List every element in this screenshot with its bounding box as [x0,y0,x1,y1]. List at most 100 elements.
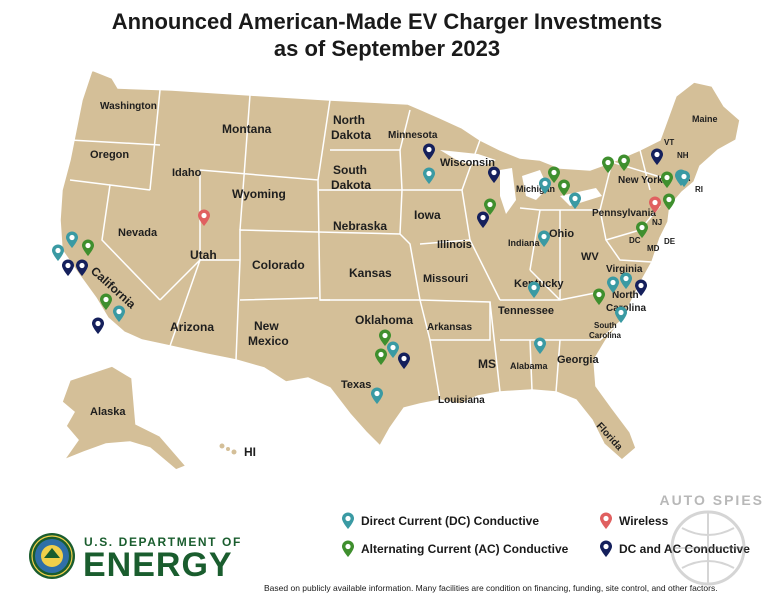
watermark-text: AUTO SPIES [659,492,764,508]
charger-marker-ac [618,154,630,171]
title-line-2: as of September 2023 [273,36,501,61]
marker-pin-center [103,296,109,303]
marker-pin-center [55,247,61,254]
label-utah: Utah [190,248,217,262]
label-md: MD [647,244,660,253]
charger-marker-dc [528,281,540,298]
label-tennessee: Tennessee [498,305,554,317]
marker-pin-center [681,173,687,180]
marker-pin-center [638,282,644,289]
legend-wireless-label: Wireless [619,514,669,528]
charger-marker-dcac [76,259,88,276]
label-indiana: Indiana [508,238,540,248]
label-north-dakota-2: Dakota [331,128,371,142]
marker-pin-center [390,344,396,351]
us-landmass [59,69,741,461]
marker-pin-center [572,195,578,202]
label-nevada: Nevada [118,227,158,239]
charger-marker-wireless [649,196,661,213]
doe-seal-icon [29,533,75,579]
label-arizona: Arizona [170,320,214,334]
marker-pin-center [531,284,537,291]
marker-pin-center [666,196,672,203]
label-new-york: New York [618,175,663,186]
label-colorado: Colorado [252,258,305,272]
charger-markers [52,143,690,404]
label-nj: NJ [652,218,662,227]
charger-marker-dc [113,305,125,322]
marker-pin-center [85,242,91,249]
marker-pin-center [378,351,384,358]
marker-pin-center [201,212,207,219]
label-north-carolina-2: Carolina [606,303,646,314]
label-maine: Maine [692,114,718,124]
charger-marker-dc [539,177,551,194]
marker-pin-center [551,169,557,176]
label-missouri: Missouri [423,273,468,285]
charger-marker-dc [66,231,78,248]
charger-marker-dcac [651,148,663,165]
ac-pin-icon [342,540,354,557]
charger-marker-dcac [92,317,104,334]
charger-marker-dc [620,272,632,289]
marker-pin-center [618,309,624,316]
charger-marker-dcac [488,166,500,183]
dc-pin-icon [342,512,354,529]
charger-marker-ac [602,156,614,173]
charger-marker-ac [548,166,560,183]
legend-dcac: DC and AC Conductive [599,540,750,558]
charger-marker-dc [615,306,627,323]
doe-department-text: U.S. DEPARTMENT OF [84,535,242,549]
charger-marker-ac [558,179,570,196]
charger-marker-dc [371,387,383,404]
marker-pin-center [621,157,627,164]
label-ohio: Ohio [549,228,574,240]
marker-pin-center [623,275,629,282]
charger-marker-dcac [62,259,74,276]
charger-marker-ac [375,348,387,365]
label-oregon: Oregon [90,149,129,161]
charger-marker-ac [661,171,673,188]
charger-marker-dc [534,337,546,354]
charger-marker-dc [569,192,581,209]
title-line-1: Announced American-Made EV Charger Inves… [111,9,663,34]
marker-pin-center [79,262,85,269]
charger-marker-dc [607,276,619,293]
label-arkansas: Arkansas [427,322,472,333]
charger-marker-ac [82,239,94,256]
charger-marker-dcac [477,211,489,228]
label-de: DE [664,237,676,246]
marker-pin-center [596,291,602,298]
hawaii-island [231,449,237,455]
marker-pin-center [69,234,75,241]
label-wisconsin: Wisconsin [440,157,495,169]
charger-marker-dcac [398,352,410,369]
marker-pin-center [491,169,497,176]
label-nh: NH [677,151,689,160]
label-oklahoma: Oklahoma [355,313,413,327]
marker-pin-center [480,214,486,221]
label-south-carolina-2: Carolina [589,331,622,340]
label-idaho: Idaho [172,167,202,179]
marker-pin-center [382,332,388,339]
footnote: Based on publicly available information.… [264,583,718,593]
label-texas: Texas [341,379,371,391]
label-kansas: Kansas [349,266,392,280]
marker-pin-center [605,159,611,166]
label-north-dakota-1: North [333,113,365,127]
label-new-mexico-1: New [254,319,279,333]
legend-ac: Alternating Current (AC) Conductive [341,540,568,558]
doe-energy-text: ENERGY [83,546,233,584]
marker-pin-center [487,201,493,208]
charger-marker-dc [52,244,64,261]
charger-marker-dc [678,170,690,187]
label-dc: DC [629,236,641,245]
marker-pin-center [65,262,71,269]
label-hi: HI [244,445,256,459]
marker-pin-center [561,182,567,189]
label-west-virginia: WV [581,251,599,263]
charger-marker-dcac [635,279,647,296]
marker-pin-center [654,151,660,158]
page-title: Announced American-Made EV Charger Inves… [0,8,774,62]
